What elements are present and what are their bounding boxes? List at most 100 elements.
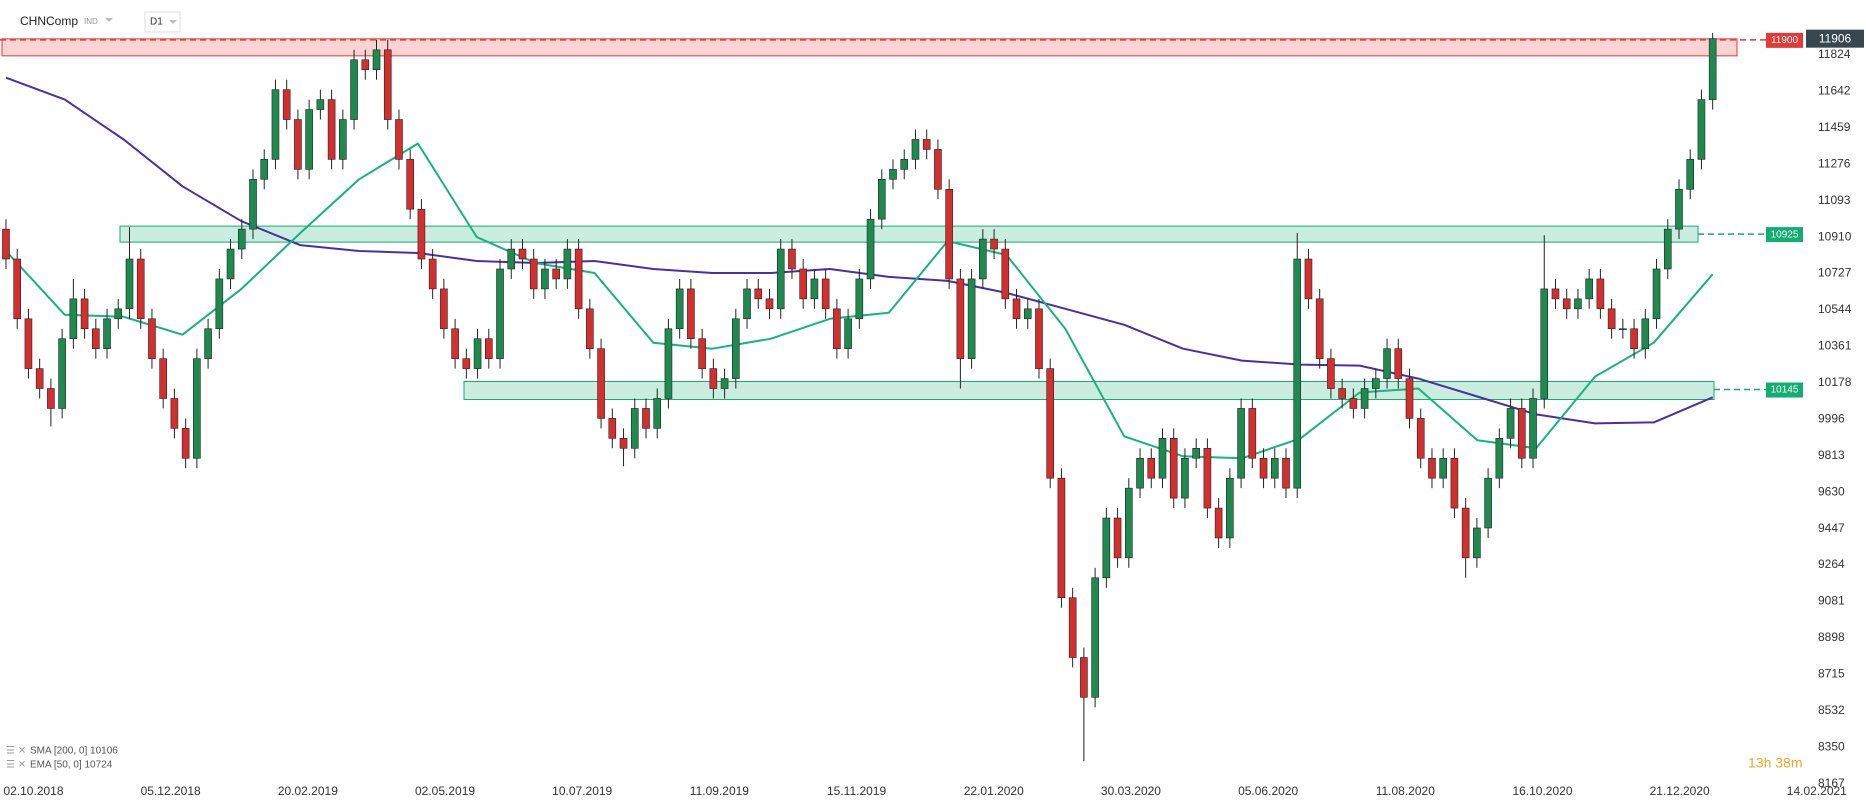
- candle-body: [1461, 507, 1470, 559]
- last-price: 11906: [1819, 31, 1852, 45]
- interval[interactable]: D1: [150, 17, 163, 28]
- legend-entry: SMA [200, 0] 10106: [30, 746, 118, 757]
- candle-body: [1259, 457, 1268, 479]
- candle-body: [1450, 457, 1459, 509]
- candle-body: [1585, 278, 1593, 300]
- candle-body: [47, 388, 55, 409]
- candle-body: [1068, 597, 1077, 658]
- legend-icon[interactable]: ☰ ✕: [6, 760, 26, 771]
- y-tick-label: 9813: [1818, 448, 1845, 462]
- candle-body: [440, 288, 448, 330]
- candle-body: [1091, 577, 1099, 698]
- candle-body: [170, 398, 179, 429]
- last-price-box: [1806, 29, 1864, 48]
- candle-body: [1113, 517, 1122, 559]
- candle-body: [934, 149, 942, 190]
- legend-icon[interactable]: ☰ ✕: [6, 746, 26, 757]
- candle-body: [1327, 358, 1335, 389]
- candle-body: [732, 318, 740, 379]
- y-tick-label: 10910: [1818, 229, 1852, 243]
- candle-body: [1540, 288, 1549, 399]
- candle-body: [1495, 438, 1504, 479]
- interval-box[interactable]: [144, 11, 181, 33]
- candle-body: [69, 298, 78, 340]
- candle-body: [1663, 228, 1672, 270]
- y-tick-label: 10178: [1818, 375, 1852, 389]
- candle-body: [1428, 457, 1436, 479]
- y-tick-label: 9630: [1818, 484, 1845, 498]
- candle-body: [1304, 258, 1313, 300]
- y-tick-label: 11093: [1818, 193, 1851, 207]
- candle-body: [911, 139, 920, 160]
- candle-body: [1270, 457, 1279, 479]
- candle-body: [1136, 457, 1144, 489]
- candle-body: [136, 258, 145, 320]
- candle-body: [619, 438, 628, 449]
- y-tick-label: 8898: [1818, 630, 1845, 644]
- y-tick-label: 8167: [1818, 776, 1845, 790]
- candle-body: [1360, 388, 1369, 409]
- candle-body: [417, 208, 426, 260]
- candle-body: [574, 248, 583, 310]
- candle-body: [1192, 447, 1200, 459]
- candle-body: [900, 159, 909, 170]
- candles: [2, 32, 1717, 762]
- x-tick-label: 15.11.2019: [827, 784, 886, 798]
- y-tick-label: 10361: [1818, 339, 1852, 353]
- candle-body: [630, 408, 639, 449]
- candle-body: [653, 398, 662, 429]
- candle-body: [58, 338, 66, 409]
- candle-body: [709, 368, 718, 389]
- candle-body: [484, 338, 493, 359]
- candle-body: [1697, 99, 1706, 160]
- candle-body: [226, 248, 235, 280]
- candle-body: [148, 318, 156, 359]
- indicator-line: [5, 76, 1714, 425]
- x-tick-label: 21.12.2020: [1650, 784, 1710, 798]
- x-tick-label: 02.05.2019: [415, 784, 475, 798]
- candle-body: [1439, 457, 1447, 479]
- y-tick-label: 10727: [1818, 266, 1852, 280]
- candle-body: [866, 218, 875, 280]
- x-tick-label: 05.12.2018: [141, 784, 201, 798]
- interval-dropdown[interactable]: [169, 20, 177, 24]
- candle-body: [260, 159, 269, 180]
- candle-body: [316, 99, 325, 110]
- candle-body: [855, 278, 864, 320]
- candle-body: [1282, 457, 1290, 489]
- candle-body: [844, 318, 852, 349]
- levels: 11900 10925 10145: [0, 32, 1803, 401]
- candle-body: [1080, 657, 1088, 698]
- symbol[interactable]: CHNComp: [20, 14, 78, 28]
- candle-body: [1147, 457, 1156, 479]
- candle-body: [518, 248, 527, 260]
- symbol-dropdown[interactable]: [105, 18, 113, 22]
- candle-body: [1372, 378, 1380, 389]
- candle-body: [922, 139, 931, 150]
- candle-body: [1517, 408, 1526, 459]
- candle-body: [608, 418, 617, 439]
- toolbar: CHNComp IND D1: [20, 11, 181, 33]
- candle-body: [1641, 318, 1650, 349]
- candle-body: [1012, 298, 1021, 320]
- candle-body: [765, 298, 774, 310]
- candle-body: [1203, 447, 1212, 509]
- level-zone: [463, 381, 1715, 401]
- candle-body: [294, 119, 302, 170]
- candle-body: [799, 268, 807, 300]
- candle-body: [237, 228, 246, 250]
- x-tick-label: 11.09.2019: [690, 784, 749, 798]
- candle-body: [327, 99, 336, 160]
- candle-body: [597, 348, 605, 419]
- candle-body: [305, 109, 313, 170]
- indicator-lines: [5, 76, 1714, 460]
- candle-body: [361, 59, 370, 71]
- candle-body: [383, 49, 392, 120]
- candle-body: [35, 368, 44, 389]
- candle-body: [1001, 248, 1010, 300]
- candle-body: [1214, 507, 1223, 539]
- candle-body: [24, 318, 33, 369]
- candle-body: [125, 258, 134, 310]
- candle-body: [2, 228, 10, 260]
- y-tick-label: 11824: [1818, 47, 1851, 61]
